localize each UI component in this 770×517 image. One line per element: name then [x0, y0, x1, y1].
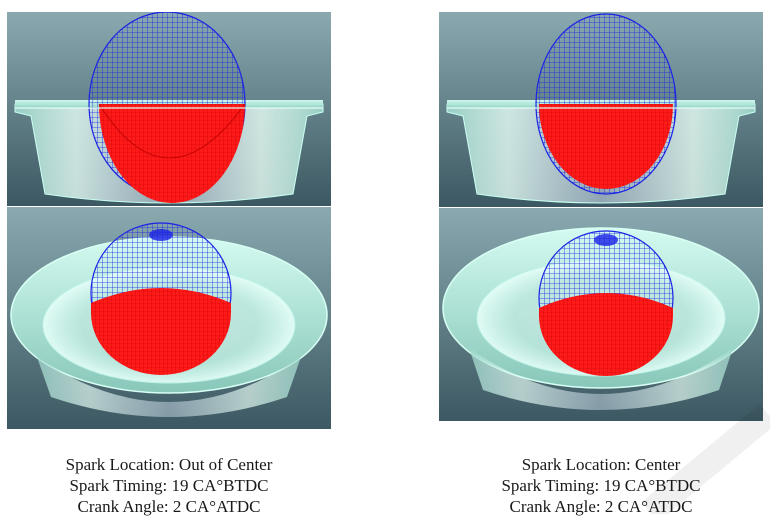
caption-out-of-center: Spark Location: Out of Center Spark Timi… [7, 454, 331, 517]
flame-sphere-wireframe [535, 13, 677, 195]
spark-location-label: Spark Location: Out of Center [65, 455, 273, 474]
caption-center: Spark Location: Center Spark Timing: 19 … [439, 454, 763, 517]
side-view-panel-out-of-center [7, 12, 331, 206]
top-view-panel-center [439, 208, 763, 421]
spark-timing-label: Spark Timing: 19 CA°BTDC [69, 476, 269, 495]
crank-angle-label: Crank Angle: 2 CA°ATDC [509, 497, 693, 516]
watermark-stroke [641, 403, 770, 514]
spark-timing-label: Spark Timing: 19 CA°BTDC [501, 476, 701, 495]
flame-sphere-wireframe [538, 230, 674, 376]
spark-location-label: Spark Location: Center [521, 455, 681, 474]
crank-angle-label: Crank Angle: 2 CA°ATDC [77, 497, 261, 516]
top-view-panel-out-of-center [7, 207, 331, 429]
side-view-panel-center [439, 12, 763, 207]
flame-sphere-wireframe [90, 222, 232, 375]
flame-sphere-wireframe [88, 12, 246, 204]
